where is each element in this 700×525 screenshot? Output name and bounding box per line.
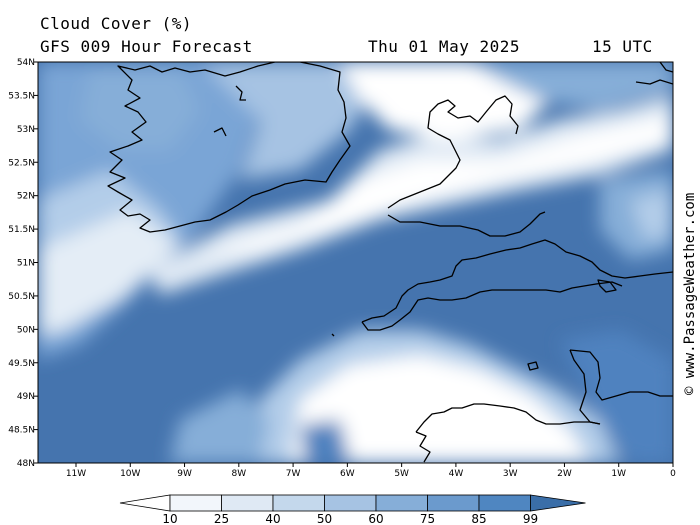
lat-label: 48.5N [8,426,35,436]
colorbar-tick-label: 25 [214,512,229,525]
forecast-time: 15 UTC [592,37,653,56]
lat-label: 51.5N [8,225,35,235]
colorbar-tick-label: 75 [420,512,435,525]
coastlines [107,62,673,463]
lat-label: 49N [17,392,35,402]
colorbar-tick-label: 50 [317,512,332,525]
lon-label: 1W [611,469,626,479]
lat-label: 53.5N [8,91,35,101]
colorbar-tick-label: 85 [471,512,486,525]
lon-label: 10W [120,469,140,479]
colorbar-segment [272,494,325,512]
lat-label: 49.5N [8,359,35,369]
lon-label: 5W [394,469,409,479]
colorbar-segment [427,494,480,512]
colorbar-segment [324,494,377,512]
colorbar-high-arrow [530,494,586,512]
lon-label: 7W [286,469,301,479]
lon-label: 11W [66,469,86,479]
lon-label: 4W [449,469,464,479]
colorbar-tick-label: 60 [368,512,383,525]
lat-label: 50.5N [8,292,35,302]
ireland-coastline [107,62,351,233]
colorbar-segment [478,494,531,512]
colorbar-tick-label: 99 [523,512,538,525]
lon-label: 0 [670,469,676,479]
wales-coastline [387,95,519,209]
colorbar-segment [375,494,428,512]
brittany-coastline [415,403,601,433]
colorbar-segment [221,494,274,512]
colorbar-tick-label: 10 [162,512,177,525]
forecast-date: Thu 01 May 2025 [368,37,520,56]
lon-label: 2W [557,469,572,479]
france-north-coastline [569,349,673,401]
lon-label: 3W [503,469,518,479]
forecast-model-label: GFS 009 Hour Forecast [40,37,253,56]
colorbar-legend: 10 25 40 50 60 75 85 99 [119,494,586,525]
credit-watermark: © www.PassageWeather.com [682,193,698,395]
lat-label: 50N [17,325,35,335]
latitude-axis: 54N 53.5N 53N 52.5N 52N 51.5N 51N 50.5N 50N 49.5N… [8,58,38,469]
lat-label: 54N [17,58,35,68]
cloud-field [38,62,673,463]
lon-label: 8W [232,469,247,479]
lon-label: 6W [340,469,355,479]
lat-label: 52N [17,192,35,202]
southwest-england-coastline [361,239,673,323]
colorbar-low-arrow [119,494,171,512]
colorbar-tick-label: 40 [265,512,280,525]
lon-label: 9W [177,469,192,479]
longitude-axis: 11W 10W 9W 8W 7W 6W 5W 4W 3W 2W 1W 0 [66,463,676,479]
lat-label: 48N [17,459,35,469]
lat-label: 52.5N [8,158,35,168]
lat-label: 53N [17,125,35,135]
colorbar-segment [169,494,222,512]
lat-label: 51N [17,259,35,269]
chart-title: Cloud Cover (%) [40,14,192,33]
